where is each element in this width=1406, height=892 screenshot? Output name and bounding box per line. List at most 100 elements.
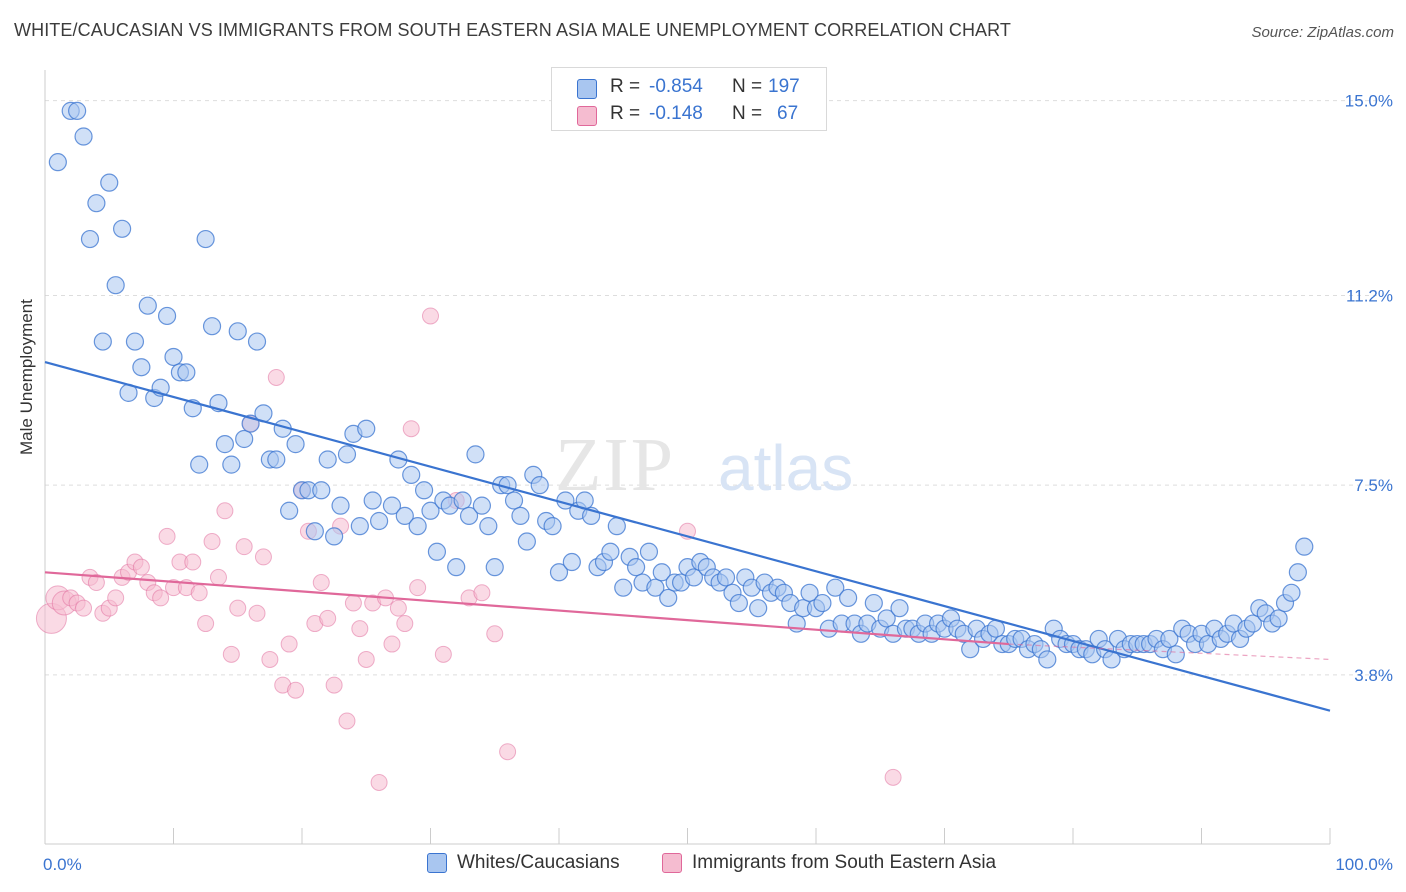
pink-point — [434, 645, 452, 663]
blue-point — [202, 317, 222, 336]
watermark-zip: ZIP — [555, 423, 675, 507]
blue-point — [331, 496, 350, 515]
blue-point — [1282, 583, 1301, 602]
blue-point — [607, 517, 626, 536]
blue-point — [48, 153, 67, 172]
pink-point — [287, 681, 305, 699]
blue-point — [517, 532, 536, 551]
pink-point — [338, 712, 356, 730]
blue-point — [427, 542, 447, 561]
blue-point — [93, 332, 112, 351]
pink-point — [235, 538, 253, 556]
blue-point — [530, 476, 549, 495]
watermark-atlas: atlas — [718, 432, 853, 504]
y-tick-label: 7.5% — [1354, 476, 1393, 495]
blue-point — [337, 445, 357, 464]
legend-n-value: 67 — [777, 103, 799, 124]
blue-point — [729, 593, 749, 613]
blue-point — [813, 593, 832, 613]
blue-point — [447, 558, 466, 577]
pink-point — [261, 650, 279, 668]
y-tick-label: 11.2% — [1346, 286, 1393, 305]
blue-point — [614, 578, 633, 597]
pink-point — [158, 527, 176, 545]
x-tick-label: 0.0% — [43, 855, 82, 874]
pink-point — [884, 768, 902, 786]
blue-point — [864, 593, 883, 613]
blue-point — [267, 450, 286, 469]
blue-point — [659, 588, 678, 608]
pink-point — [344, 594, 362, 612]
blue-point — [1269, 609, 1288, 628]
pink-point — [229, 599, 247, 617]
blue-point — [414, 481, 434, 500]
pink-point — [396, 615, 414, 633]
pink-point — [132, 558, 150, 576]
legend-r-value: -0.854 — [649, 76, 703, 97]
blue-point — [222, 455, 241, 474]
pink-point — [152, 589, 170, 607]
legend-n-label: N = — [732, 76, 763, 97]
blue-point — [601, 542, 620, 561]
y-axis-label: Male Unemployment — [17, 299, 36, 455]
blue-point — [543, 517, 562, 536]
blue-point — [504, 491, 524, 510]
blue-point — [106, 276, 125, 295]
pink-point — [254, 548, 272, 566]
pink-point — [190, 584, 208, 602]
blue-point — [511, 506, 530, 525]
blue-point — [235, 429, 254, 449]
blue-point — [286, 435, 305, 454]
bottom-legend-label-blue: Whites/Caucasians — [457, 852, 620, 873]
blue-point — [132, 358, 151, 377]
pink-point — [87, 574, 105, 592]
bottom-legend-pink: Immigrants from South Eastern Asia — [662, 851, 1042, 877]
blue-point — [877, 609, 896, 628]
blue-point — [459, 506, 479, 525]
pink-point — [422, 307, 439, 325]
y-tick-label: 3.8% — [1354, 666, 1393, 685]
blue-point — [485, 558, 504, 577]
blue-point — [164, 347, 183, 367]
blue-point — [395, 506, 414, 525]
blue-point — [1243, 614, 1263, 633]
blue-point — [466, 445, 485, 464]
blue-point — [325, 527, 344, 546]
blue-point — [363, 491, 382, 510]
blue-trend-line — [44, 361, 1331, 712]
pink-point — [209, 568, 227, 586]
pink-point — [184, 553, 202, 571]
legend-r-label: R = — [610, 76, 641, 97]
blue-point — [370, 511, 389, 531]
pink-point — [402, 420, 420, 438]
legend-n-label: N = — [732, 103, 763, 124]
blue-point — [247, 332, 267, 351]
pink-point — [486, 625, 504, 643]
pink-point — [75, 599, 93, 617]
blue-point — [382, 496, 402, 515]
blue-point — [1288, 563, 1307, 582]
blue-point — [684, 568, 704, 587]
blue-point — [312, 481, 331, 500]
pink-point — [312, 574, 330, 592]
blue-point — [1166, 645, 1185, 664]
legend-r-label: R = — [610, 103, 641, 124]
blue-point — [479, 517, 498, 536]
pink-point — [473, 584, 491, 602]
pink-point — [222, 645, 240, 663]
pink-point — [370, 773, 388, 791]
source-credit: Source: ZipAtlas.com — [1251, 24, 1394, 41]
pink-point — [267, 368, 285, 386]
legend-swatch-blue — [577, 79, 597, 99]
blue-point — [228, 322, 247, 341]
blue-point — [215, 435, 234, 454]
blue-point — [318, 450, 337, 469]
blue-point — [80, 229, 100, 249]
bottom-legend-blue: Whites/Caucasians — [427, 851, 647, 877]
blue-point — [472, 496, 491, 515]
pink-point — [389, 599, 407, 617]
blue-point — [453, 491, 472, 510]
pink-point — [499, 743, 517, 761]
blue-point — [138, 296, 157, 315]
